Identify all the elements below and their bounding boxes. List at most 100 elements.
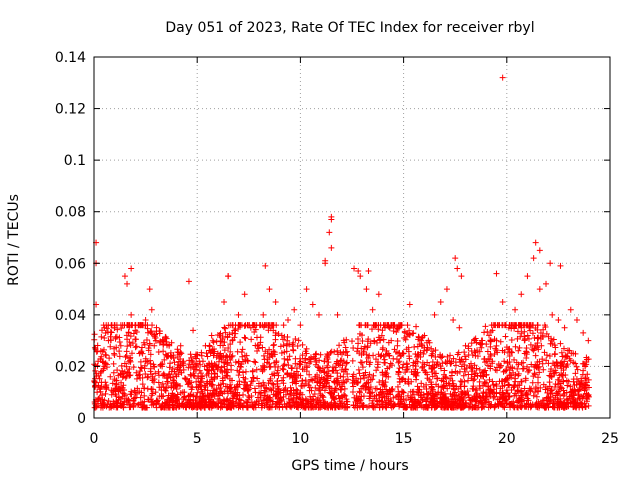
data-point [341,385,348,392]
data-point [260,352,267,359]
data-point [286,373,293,380]
data-point [102,390,109,397]
data-point [322,257,329,264]
data-point [151,376,158,383]
data-point [544,385,551,392]
data-point [226,353,233,360]
data-point [387,398,394,405]
data-point [481,397,488,404]
data-point [270,342,277,349]
data-point [405,344,412,351]
data-point [123,363,130,370]
y-tick-label: 0.08 [55,205,86,221]
data-point [527,387,534,394]
data-point [439,391,446,398]
data-point [410,401,417,408]
data-point [344,376,351,383]
data-point [139,374,146,381]
data-point [262,262,269,269]
data-point [454,396,461,403]
data-point [560,345,567,352]
data-point [389,385,396,392]
data-point [519,365,526,372]
data-point [276,389,283,396]
data-point [156,330,163,337]
data-point [480,382,487,389]
data-point [344,371,351,378]
data-point [322,403,329,410]
data-point [578,400,585,407]
data-point [480,394,487,401]
data-point [463,365,470,372]
data-point [496,322,503,329]
data-point [211,370,218,377]
data-point [288,387,295,394]
data-point [317,351,324,358]
data-point [149,322,156,329]
data-point [185,379,192,386]
data-point [567,306,574,313]
data-point [229,352,236,359]
data-point [160,348,167,355]
data-point [118,395,125,402]
data-point [335,392,342,399]
data-point [583,398,590,405]
data-point [437,298,444,305]
data-point [258,383,265,390]
data-point [313,403,320,410]
data-point [117,342,124,349]
data-point [444,360,451,367]
data-point [561,358,568,365]
data-point [535,398,542,405]
data-point [174,354,181,361]
data-point [224,372,231,379]
data-point [511,375,518,382]
data-point [454,265,461,272]
data-point [377,389,384,396]
data-point [551,362,558,369]
data-point [126,372,133,379]
data-point [260,311,267,318]
data-point [137,322,144,329]
data-point [174,346,181,353]
data-point [431,311,438,318]
data-point [220,342,227,349]
data-point [431,397,438,404]
data-point [133,343,140,350]
data-point [200,396,207,403]
data-point [199,403,206,410]
data-point [501,404,508,411]
data-point [472,396,479,403]
data-point [503,400,510,407]
data-point [357,375,364,382]
y-axis-label: ROTI / TECUs [6,194,22,286]
data-point [291,306,298,313]
data-point [375,351,382,358]
data-point [499,74,506,81]
data-point [502,376,509,383]
data-point [457,378,464,385]
data-point [364,322,371,329]
data-point [186,403,193,410]
data-point [534,326,541,333]
data-point [340,358,347,365]
data-point [492,401,499,408]
data-point [528,361,535,368]
data-point [575,392,582,399]
data-point [142,317,149,324]
data-point [251,358,258,365]
data-point [557,362,564,369]
data-point [127,333,134,340]
grid [94,57,610,418]
data-point [249,374,256,381]
data-point [415,400,422,407]
data-point [465,371,472,378]
data-point [216,332,223,339]
data-point [551,342,558,349]
data-point [213,354,220,361]
data-point [441,371,448,378]
data-point [168,395,175,402]
data-point [381,382,388,389]
data-point [355,366,362,373]
